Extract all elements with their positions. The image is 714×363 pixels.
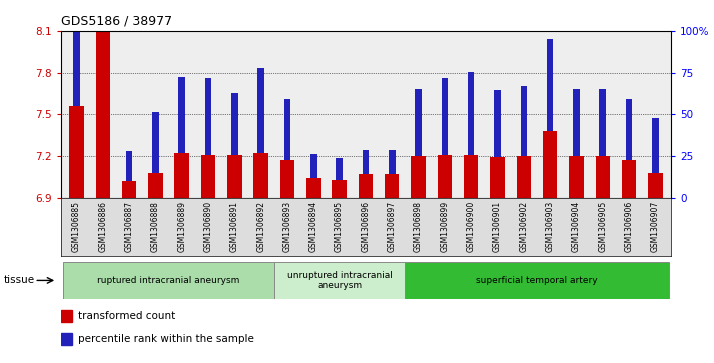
Bar <box>416 89 422 156</box>
Bar <box>595 156 610 198</box>
Text: ruptured intracranial aneurysm: ruptured intracranial aneurysm <box>97 276 240 285</box>
Bar <box>152 111 159 173</box>
Bar <box>174 153 189 198</box>
Bar <box>494 90 501 158</box>
Bar <box>652 118 658 173</box>
Bar <box>231 93 238 155</box>
Bar <box>600 89 606 156</box>
Text: GSM1306901: GSM1306901 <box>493 201 502 252</box>
Bar <box>126 151 132 181</box>
Text: GDS5186 / 38977: GDS5186 / 38977 <box>61 15 172 28</box>
Text: GSM1306898: GSM1306898 <box>414 201 423 252</box>
Bar <box>69 106 84 198</box>
Bar <box>385 174 399 198</box>
Bar <box>516 156 531 198</box>
Bar <box>358 174 373 198</box>
Bar <box>227 155 241 198</box>
Bar <box>99 0 106 32</box>
Text: GSM1306905: GSM1306905 <box>598 201 607 252</box>
Bar <box>569 156 583 198</box>
Bar <box>521 86 527 156</box>
Bar <box>74 0 80 106</box>
Bar <box>389 150 396 174</box>
Text: GSM1306903: GSM1306903 <box>545 201 555 252</box>
Bar <box>280 160 294 198</box>
Bar <box>363 150 369 174</box>
Bar <box>468 72 475 155</box>
Text: GSM1306899: GSM1306899 <box>441 201 449 252</box>
Text: GSM1306894: GSM1306894 <box>308 201 318 252</box>
Bar <box>573 89 580 156</box>
Bar <box>149 173 163 198</box>
Bar <box>61 333 73 345</box>
Text: percentile rank within the sample: percentile rank within the sample <box>79 334 254 344</box>
Bar <box>491 158 505 198</box>
Bar <box>306 178 321 198</box>
Text: transformed count: transformed count <box>79 311 176 321</box>
Bar <box>274 262 406 299</box>
Bar <box>622 160 636 198</box>
Bar <box>411 156 426 198</box>
Bar <box>283 99 291 160</box>
Text: GSM1306896: GSM1306896 <box>361 201 371 252</box>
Text: GSM1306900: GSM1306900 <box>467 201 476 252</box>
Text: GSM1306906: GSM1306906 <box>625 201 633 252</box>
Text: GSM1306891: GSM1306891 <box>230 201 239 252</box>
Text: GSM1306895: GSM1306895 <box>335 201 344 252</box>
Bar <box>257 68 264 153</box>
Text: GSM1306893: GSM1306893 <box>283 201 291 252</box>
Bar <box>201 155 216 198</box>
Text: GSM1306904: GSM1306904 <box>572 201 581 252</box>
Bar <box>625 99 633 160</box>
Text: unruptured intracranial
aneurysm: unruptured intracranial aneurysm <box>287 271 393 290</box>
Text: GSM1306892: GSM1306892 <box>256 201 265 252</box>
Bar <box>438 155 452 198</box>
Text: tissue: tissue <box>4 276 35 285</box>
Bar <box>122 181 136 198</box>
Bar <box>61 310 73 322</box>
Bar <box>441 78 448 155</box>
Bar <box>178 77 185 153</box>
Text: GSM1306907: GSM1306907 <box>651 201 660 252</box>
Text: GSM1306890: GSM1306890 <box>203 201 213 252</box>
Text: GSM1306897: GSM1306897 <box>388 201 397 252</box>
Bar <box>96 32 110 198</box>
Bar <box>253 153 268 198</box>
Bar <box>648 173 663 198</box>
Text: GSM1306902: GSM1306902 <box>519 201 528 252</box>
Text: GSM1306888: GSM1306888 <box>151 201 160 252</box>
Bar <box>464 155 478 198</box>
Bar <box>310 154 316 178</box>
Bar <box>406 262 668 299</box>
Bar <box>336 158 343 180</box>
Text: GSM1306887: GSM1306887 <box>125 201 134 252</box>
Text: GSM1306886: GSM1306886 <box>99 201 107 252</box>
Text: GSM1306889: GSM1306889 <box>177 201 186 252</box>
Text: superficial temporal artery: superficial temporal artery <box>476 276 598 285</box>
Bar <box>547 39 553 131</box>
Bar <box>543 131 558 198</box>
Bar <box>64 262 274 299</box>
Bar <box>205 78 211 155</box>
Bar <box>333 180 347 198</box>
Text: GSM1306885: GSM1306885 <box>72 201 81 252</box>
